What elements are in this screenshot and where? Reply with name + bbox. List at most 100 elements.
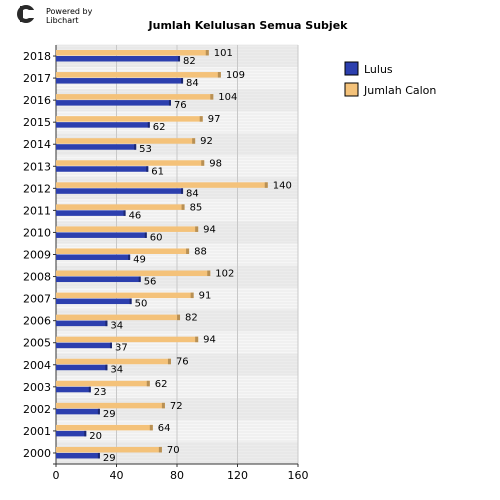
legend-label: Jumlah Calon <box>363 84 436 97</box>
bar-jumlah-calon <box>56 226 199 232</box>
bar-jumlah-calon <box>56 270 211 277</box>
y-tick-label: 2017 <box>23 72 51 85</box>
bar-lulus-edge <box>146 166 149 172</box>
bar-jumlah-calon <box>56 380 150 387</box>
value-label-lulus: 62 <box>153 122 166 133</box>
bar-lulus-edge <box>105 320 108 327</box>
legend: Lulus Jumlah Calon <box>344 61 436 97</box>
bar-jumlah-calon-edge <box>264 182 268 188</box>
bar-jumlah-calon <box>56 160 205 166</box>
bar-jumlah-calon-edge <box>207 270 211 277</box>
y-tick-label: 2005 <box>23 337 51 350</box>
y-tick-label: 2009 <box>23 249 51 262</box>
bar-lulus-edge <box>144 232 147 238</box>
bar-jumlah-calon-edge <box>195 226 199 232</box>
value-label-jumlah-calon: 98 <box>209 158 222 169</box>
value-label-jumlah-calon: 82 <box>185 313 198 324</box>
bar-jumlah-calon-edge <box>158 446 162 453</box>
bar-jumlah-calon-edge <box>217 72 221 78</box>
y-tick-label: 2018 <box>23 50 51 63</box>
bar-lulus-edge <box>109 342 112 349</box>
bar-lulus-edge <box>84 430 87 437</box>
bar-lulus-edge <box>181 78 184 84</box>
bar-lulus-edge <box>97 408 100 415</box>
value-label-lulus: 34 <box>110 321 123 332</box>
y-tick-label: 2013 <box>23 160 51 173</box>
bar-jumlah-calon <box>56 402 165 409</box>
x-tick-label: 80 <box>170 469 184 482</box>
value-label-lulus: 56 <box>144 277 157 288</box>
y-tick-label: 2002 <box>23 403 51 416</box>
bar-lulus <box>56 452 100 459</box>
bar-lulus-edge <box>181 188 184 194</box>
legend-label: Lulus <box>364 63 393 76</box>
bar-jumlah-calon-edge <box>199 116 203 122</box>
value-label-lulus: 34 <box>110 365 123 376</box>
bar-jumlah-calon-edge <box>192 138 196 144</box>
y-tick-label: 2015 <box>23 116 51 129</box>
value-label-jumlah-calon: 72 <box>170 401 183 412</box>
bar-lulus-edge <box>178 56 181 62</box>
bar-lulus <box>56 78 184 84</box>
bar-lulus-edge <box>147 122 150 128</box>
value-label-lulus: 84 <box>186 78 199 89</box>
value-label-lulus: 61 <box>151 166 164 177</box>
bar-jumlah-calon <box>56 248 190 254</box>
bar-lulus <box>56 56 181 62</box>
y-tick-label: 2007 <box>23 293 51 306</box>
x-tick-label: 120 <box>227 469 248 482</box>
value-label-jumlah-calon: 104 <box>218 92 237 103</box>
bar-lulus-edge <box>123 210 126 216</box>
value-label-lulus: 76 <box>174 100 187 111</box>
bar-jumlah-calon <box>56 94 214 100</box>
bar-lulus <box>56 122 150 128</box>
y-tick-label: 2011 <box>23 204 51 217</box>
powered-by-text: Powered by <box>46 7 93 16</box>
value-label-lulus: 49 <box>133 254 146 265</box>
bar-lulus-edge <box>97 452 100 459</box>
value-label-jumlah-calon: 94 <box>203 335 216 346</box>
value-label-lulus: 50 <box>135 299 148 310</box>
bar-lulus <box>56 320 108 327</box>
value-label-lulus: 23 <box>94 387 107 398</box>
bar-jumlah-calon <box>56 116 203 122</box>
bar-jumlah-calon <box>56 50 209 56</box>
value-label-lulus: 29 <box>103 409 116 420</box>
x-tick-label: 0 <box>53 469 60 482</box>
y-tick-label: 2004 <box>23 359 51 372</box>
bar-jumlah-calon <box>56 204 185 210</box>
bar-lulus <box>56 276 141 283</box>
bar-lulus <box>56 364 108 371</box>
bar-jumlah-calon-edge <box>195 336 199 343</box>
bar-lulus <box>56 210 126 216</box>
bar-jumlah-calon-edge <box>181 204 185 210</box>
value-label-jumlah-calon: 85 <box>190 202 203 213</box>
bar-lulus-edge <box>105 364 108 371</box>
bar-lulus-edge <box>129 298 132 305</box>
value-label-lulus: 37 <box>115 343 128 354</box>
bar-lulus <box>56 342 112 349</box>
bar-lulus <box>56 232 147 238</box>
bar-jumlah-calon-edge <box>146 380 150 387</box>
bar-lulus <box>56 408 100 415</box>
value-label-jumlah-calon: 88 <box>194 246 207 257</box>
value-label-jumlah-calon: 140 <box>273 180 292 191</box>
bar-jumlah-calon-edge <box>167 358 171 365</box>
bar-lulus-edge <box>134 144 137 150</box>
value-label-lulus: 84 <box>186 188 199 199</box>
value-label-jumlah-calon: 91 <box>199 291 212 302</box>
bar-jumlah-calon <box>56 138 196 144</box>
bar-jumlah-calon-edge <box>201 160 205 166</box>
value-label-lulus: 53 <box>139 144 152 155</box>
bar-jumlah-calon <box>56 358 171 365</box>
bar-jumlah-calon-edge <box>210 94 214 100</box>
value-label-jumlah-calon: 64 <box>158 423 171 434</box>
value-label-lulus: 82 <box>183 56 196 67</box>
bar-lulus-edge <box>88 386 91 393</box>
y-tick-label: 2016 <box>23 94 51 107</box>
y-tick-label: 2014 <box>23 138 51 151</box>
bar-jumlah-calon <box>56 314 181 321</box>
y-tick-label: 2001 <box>23 425 51 438</box>
bar-jumlah-calon-edge <box>177 314 181 321</box>
